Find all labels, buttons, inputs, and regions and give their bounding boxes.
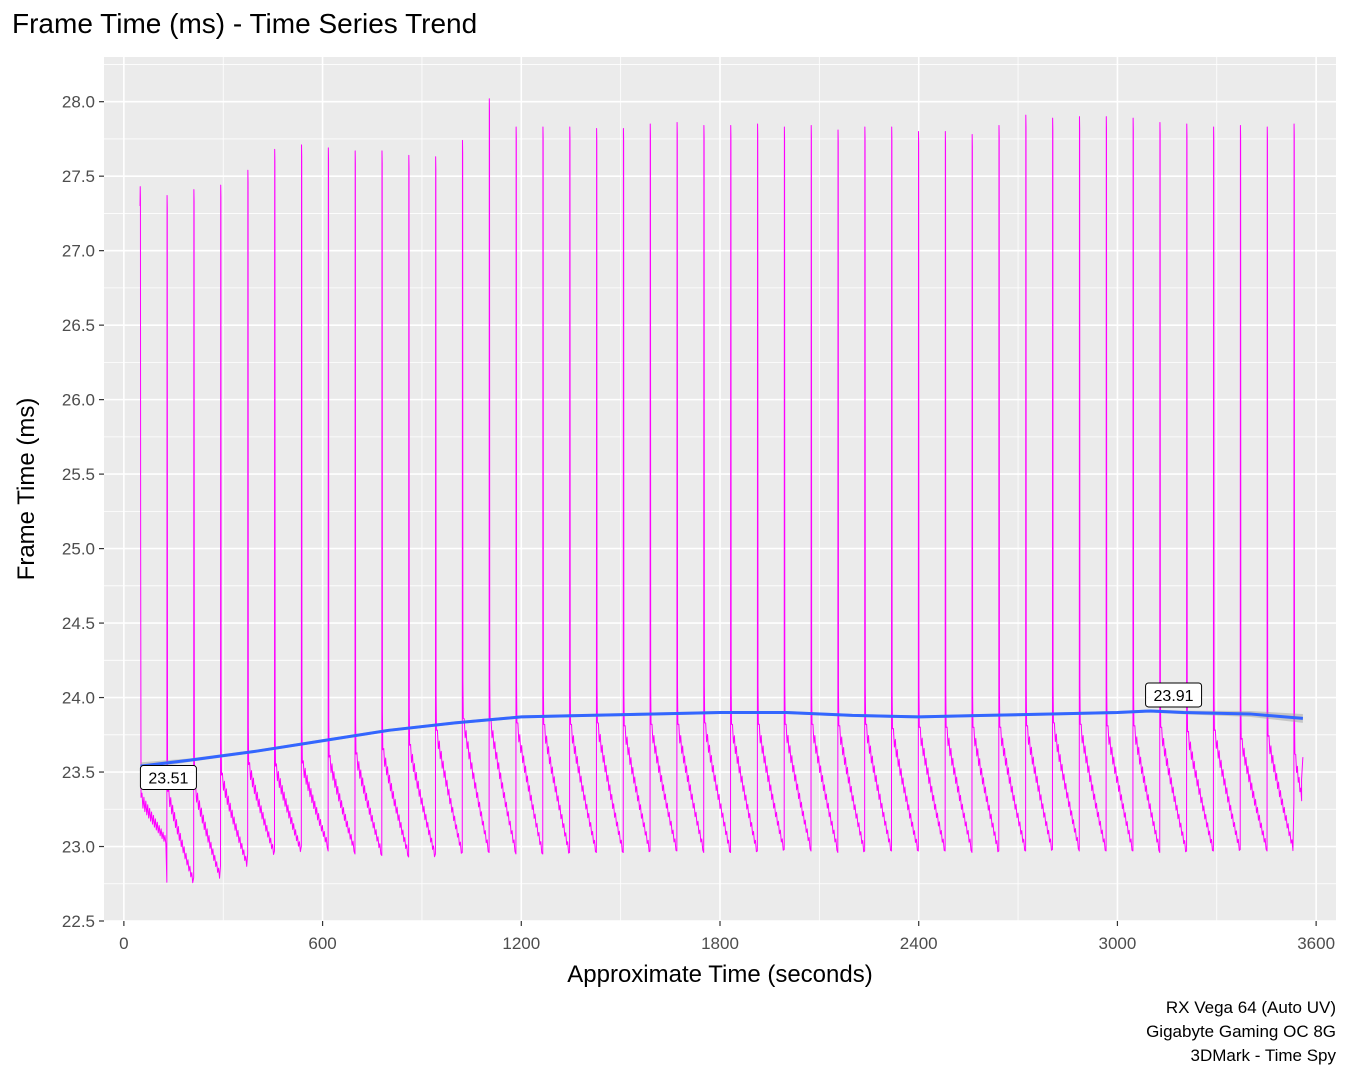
y-tick-label: 26.0 (62, 391, 95, 410)
x-tick-label: 1200 (502, 934, 540, 953)
y-tick-label: 22.5 (62, 912, 95, 931)
annotation-label: 23.51 (139, 765, 197, 791)
x-axis-title: Approximate Time (seconds) (567, 961, 872, 988)
x-tick-label: 2400 (900, 934, 938, 953)
y-tick-label: 24.5 (62, 614, 95, 633)
annotation-box (1145, 682, 1203, 708)
x-tick-label: 3000 (1099, 934, 1137, 953)
x-tick-label: 600 (308, 934, 336, 953)
trend-line (140, 709, 1304, 768)
y-tick-label: 24.0 (62, 689, 95, 708)
y-axis-title: Frame Time (ms) (13, 398, 40, 581)
y-tick-label: 26.5 (62, 316, 95, 335)
annotation-value: 23.91 (1154, 688, 1194, 705)
chart-title: Frame Time (ms) - Time Series Trend (12, 8, 478, 39)
y-tick-label: 27.5 (62, 167, 95, 186)
caption-benchmark: 3DMark - Time Spy (1190, 1046, 1336, 1065)
x-tick-label: 1800 (701, 934, 739, 953)
y-tick-label: 25.0 (62, 540, 95, 559)
y-tick-label: 23.5 (62, 763, 95, 782)
x-axis: 0 600 1200 1800 2400 3000 3600 (119, 921, 1335, 953)
y-tick-label: 27.0 (62, 242, 95, 261)
annotation-value: 23.51 (148, 771, 188, 788)
x-tick-label: 0 (119, 934, 128, 953)
annotation-layer: 23.51 23.91 (139, 682, 1203, 791)
caption-gpu: RX Vega 64 (Auto UV) (1165, 998, 1336, 1017)
annotation-label: 23.91 (1145, 682, 1203, 708)
y-tick-label: 25.5 (62, 465, 95, 484)
x-tick-label: 3600 (1297, 934, 1335, 953)
y-axis: 22.5 23.0 23.5 24.0 24.5 25.0 25.5 26.0 26.5 27.0… (62, 93, 104, 931)
y-tick-label: 23.0 (62, 838, 95, 857)
y-tick-label: 28.0 (62, 93, 95, 112)
frametime-series (139, 98, 1304, 884)
annotation-box (139, 765, 197, 791)
caption-card: Gigabyte Gaming OC 8G (1146, 1022, 1336, 1041)
trend-series (140, 709, 1304, 768)
frametime-line (139, 98, 1304, 884)
